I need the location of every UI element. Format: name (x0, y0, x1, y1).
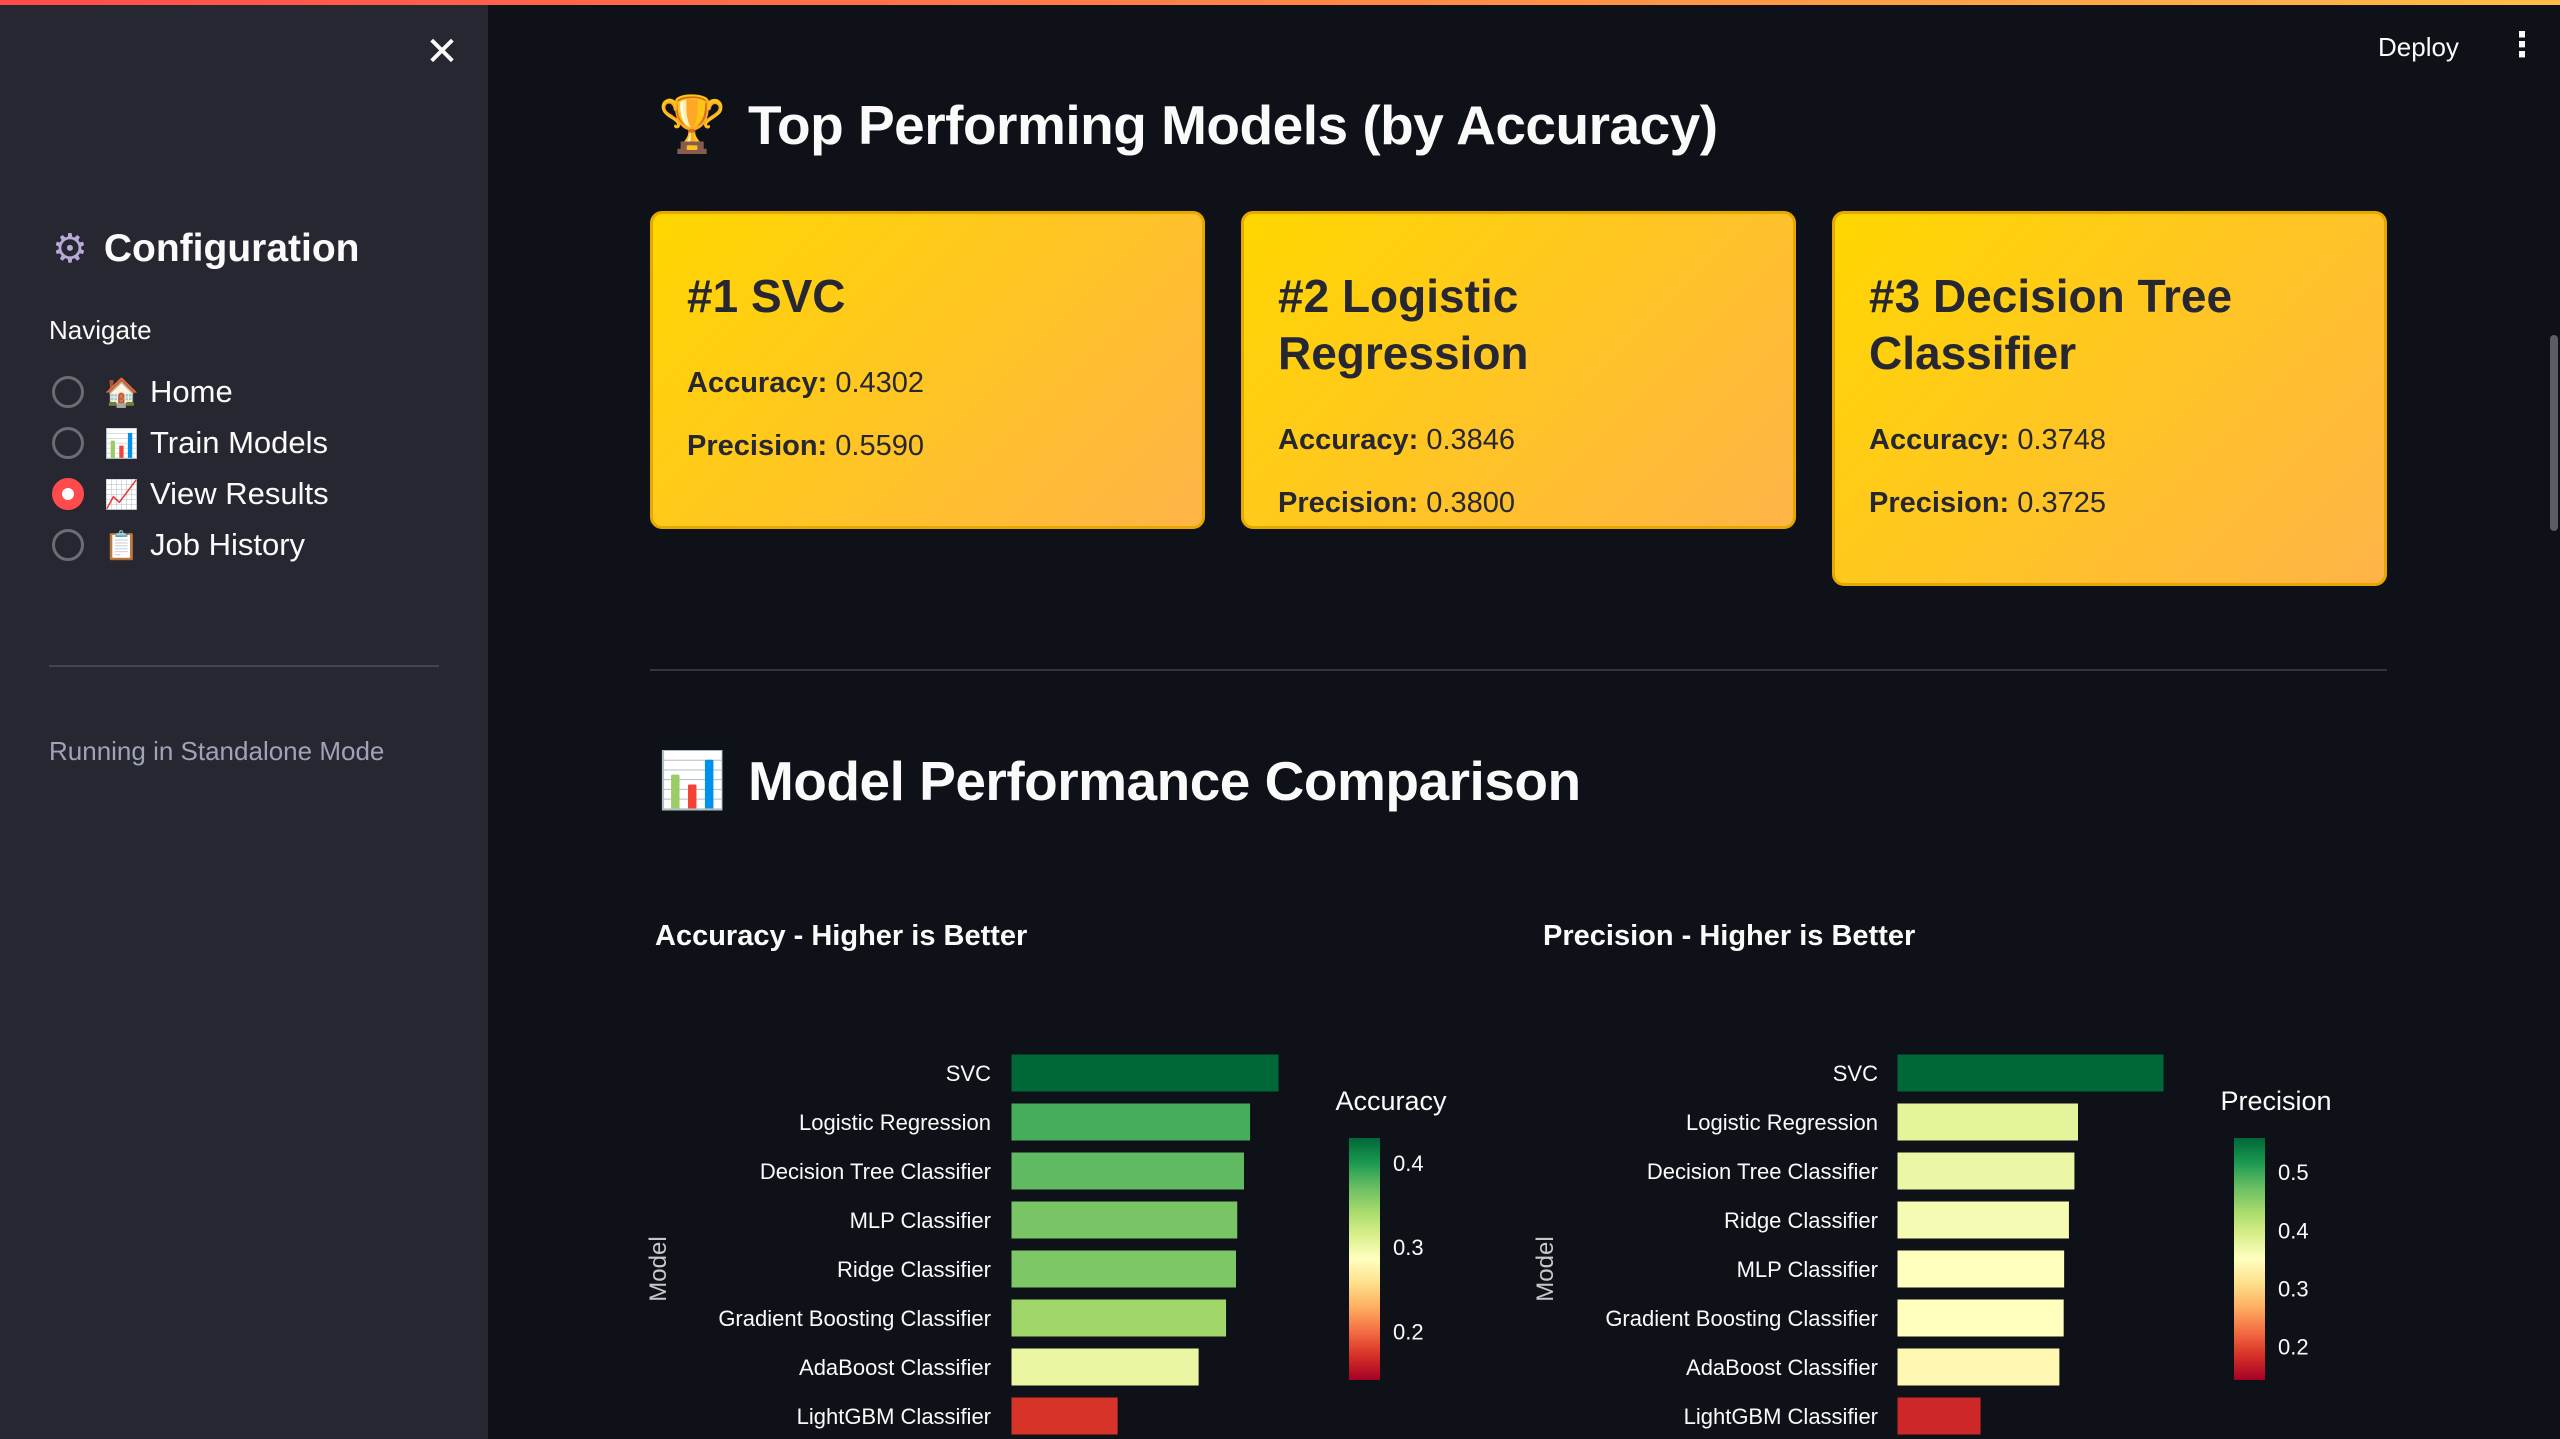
nav-emoji-icon: 📊 (104, 427, 139, 459)
colorbar-title: Accuracy (1335, 1086, 1447, 1116)
bar (1010, 1249, 1238, 1289)
colorbar-tick-label: 0.4 (2278, 1218, 2309, 1243)
bar (1896, 1347, 2061, 1387)
colorbar (2234, 1138, 2265, 1380)
gear-icon: ⚙ (52, 227, 88, 271)
card-title: #2 Logistic Regression (1278, 270, 1529, 379)
bar (1896, 1396, 1982, 1436)
bar-label: SVC (1833, 1061, 1878, 1086)
bar-label: Logistic Regression (1686, 1110, 1878, 1135)
nav-emoji-icon: 📈 (104, 478, 139, 510)
bar-label: Gradient Boosting Classifier (718, 1306, 991, 1331)
comparison-title: Model Performance Comparison (747, 749, 1581, 812)
bar (1896, 1200, 2070, 1240)
nav-item-label: Home (150, 374, 233, 409)
precision-chart-title: Precision - Higher is Better (1543, 920, 1916, 952)
colorbar (1349, 1138, 1380, 1380)
colorbar-tick-label: 0.2 (2278, 1334, 2309, 1359)
top-model-card-3: #3 Decision Tree Classifier Accuracy: 0.… (1832, 211, 2387, 586)
bar (1896, 1151, 2076, 1191)
nav-radio-train-models[interactable]: 📊 Train Models (52, 421, 328, 465)
colorbar-tick-label: 0.3 (2278, 1276, 2309, 1301)
nav-item-label: Job History (150, 527, 306, 562)
card-title: #3 Decision Tree Classifier (1869, 270, 2233, 379)
radio-button[interactable] (52, 427, 84, 459)
sidebar: ✕ ⚙ Configuration Navigate 🏠 Home 📊 Train M… (0, 0, 488, 1439)
colorbar-tick-label: 0.4 (1393, 1151, 1424, 1176)
nav-radio-view-results[interactable]: 📈 View Results (52, 472, 329, 516)
bar (1896, 1249, 2066, 1289)
card-precision: Precision: 0.3725 (1869, 487, 2106, 519)
nav-emoji-icon: 🏠 (104, 376, 139, 408)
radio-button[interactable] (52, 376, 84, 408)
bar (1896, 1102, 2080, 1142)
bar (1010, 1347, 1200, 1387)
colorbar-tick-label: 0.2 (1393, 1319, 1424, 1344)
bar (1010, 1151, 1245, 1191)
bar-label: LightGBM Classifier (1684, 1404, 1878, 1429)
bar (1896, 1298, 2065, 1338)
kebab-menu-icon[interactable]: ⋮ (2505, 26, 2539, 64)
bar-label: Ridge Classifier (1724, 1208, 1878, 1233)
bar-label: MLP Classifier (1737, 1257, 1878, 1282)
bar-label: Gradient Boosting Classifier (1605, 1306, 1878, 1331)
top-models-heading: 🏆 Top Performing Models (by Accuracy) (658, 92, 1718, 157)
nav-radio-home[interactable]: 🏠 Home (52, 370, 233, 414)
trophy-icon: 🏆 (658, 93, 726, 155)
nav-radio-job-history[interactable]: 📋 Job History (52, 523, 305, 567)
top-models-title: Top Performing Models (by Accuracy) (747, 93, 1718, 156)
bar-label: Logistic Regression (799, 1110, 991, 1135)
sidebar-divider (49, 665, 439, 667)
bar-chart-icon: 📊 (658, 749, 726, 811)
card-precision: Precision: 0.5590 (687, 430, 924, 462)
colorbar-tick-label: 0.3 (1393, 1235, 1424, 1260)
sidebar-title-text: Configuration (103, 227, 360, 270)
colorbar-title: Precision (2220, 1086, 2331, 1116)
bar-label: AdaBoost Classifier (799, 1355, 991, 1380)
bar-label: AdaBoost Classifier (1686, 1355, 1878, 1380)
bar (1896, 1053, 2165, 1093)
bar (1010, 1053, 1280, 1093)
top-model-card-2: #2 Logistic Regression Accuracy: 0.3846 … (1241, 211, 1796, 529)
bar (1010, 1102, 1252, 1142)
nav-item-label: View Results (150, 476, 329, 511)
navigate-label: Navigate (49, 315, 152, 345)
card-accuracy: Accuracy: 0.4302 (687, 367, 925, 399)
bar-label: Ridge Classifier (837, 1257, 991, 1282)
close-icon[interactable]: ✕ (425, 30, 459, 74)
radio-button[interactable] (52, 478, 84, 510)
card-precision: Precision: 0.3800 (1278, 487, 1515, 519)
accuracy-chart-title: Accuracy - Higher is Better (655, 920, 1028, 952)
mode-status: Running in Standalone Mode (49, 736, 385, 766)
top-decoration-bar (0, 0, 2560, 5)
top-model-card-1: #1 SVC Accuracy: 0.4302 Precision: 0.559… (650, 211, 1205, 529)
bar-label: Decision Tree Classifier (760, 1159, 991, 1184)
card-title: #1 SVC (687, 270, 846, 322)
sidebar-title: ⚙ Configuration (52, 226, 359, 272)
colorbar-tick-label: 0.5 (2278, 1160, 2309, 1185)
section-divider (650, 669, 2387, 671)
scrollbar[interactable] (2550, 335, 2558, 531)
bar-label: MLP Classifier (850, 1208, 991, 1233)
deploy-button[interactable]: Deploy (2378, 32, 2459, 62)
bar-label: SVC (946, 1061, 991, 1086)
y-axis-label: Model (1532, 1236, 1559, 1301)
bar (1010, 1200, 1239, 1240)
card-accuracy: Accuracy: 0.3748 (1869, 424, 2107, 456)
nav-item-label: Train Models (150, 425, 329, 460)
radio-button[interactable] (52, 529, 84, 561)
bar-label: LightGBM Classifier (797, 1404, 991, 1429)
card-accuracy: Accuracy: 0.3846 (1278, 424, 1516, 456)
y-axis-label: Model (645, 1236, 672, 1301)
nav-emoji-icon: 📋 (104, 529, 139, 561)
bar (1010, 1298, 1228, 1338)
bar-label: Decision Tree Classifier (1647, 1159, 1878, 1184)
comparison-heading: 📊 Model Performance Comparison (658, 748, 1581, 813)
bar (1010, 1396, 1119, 1436)
